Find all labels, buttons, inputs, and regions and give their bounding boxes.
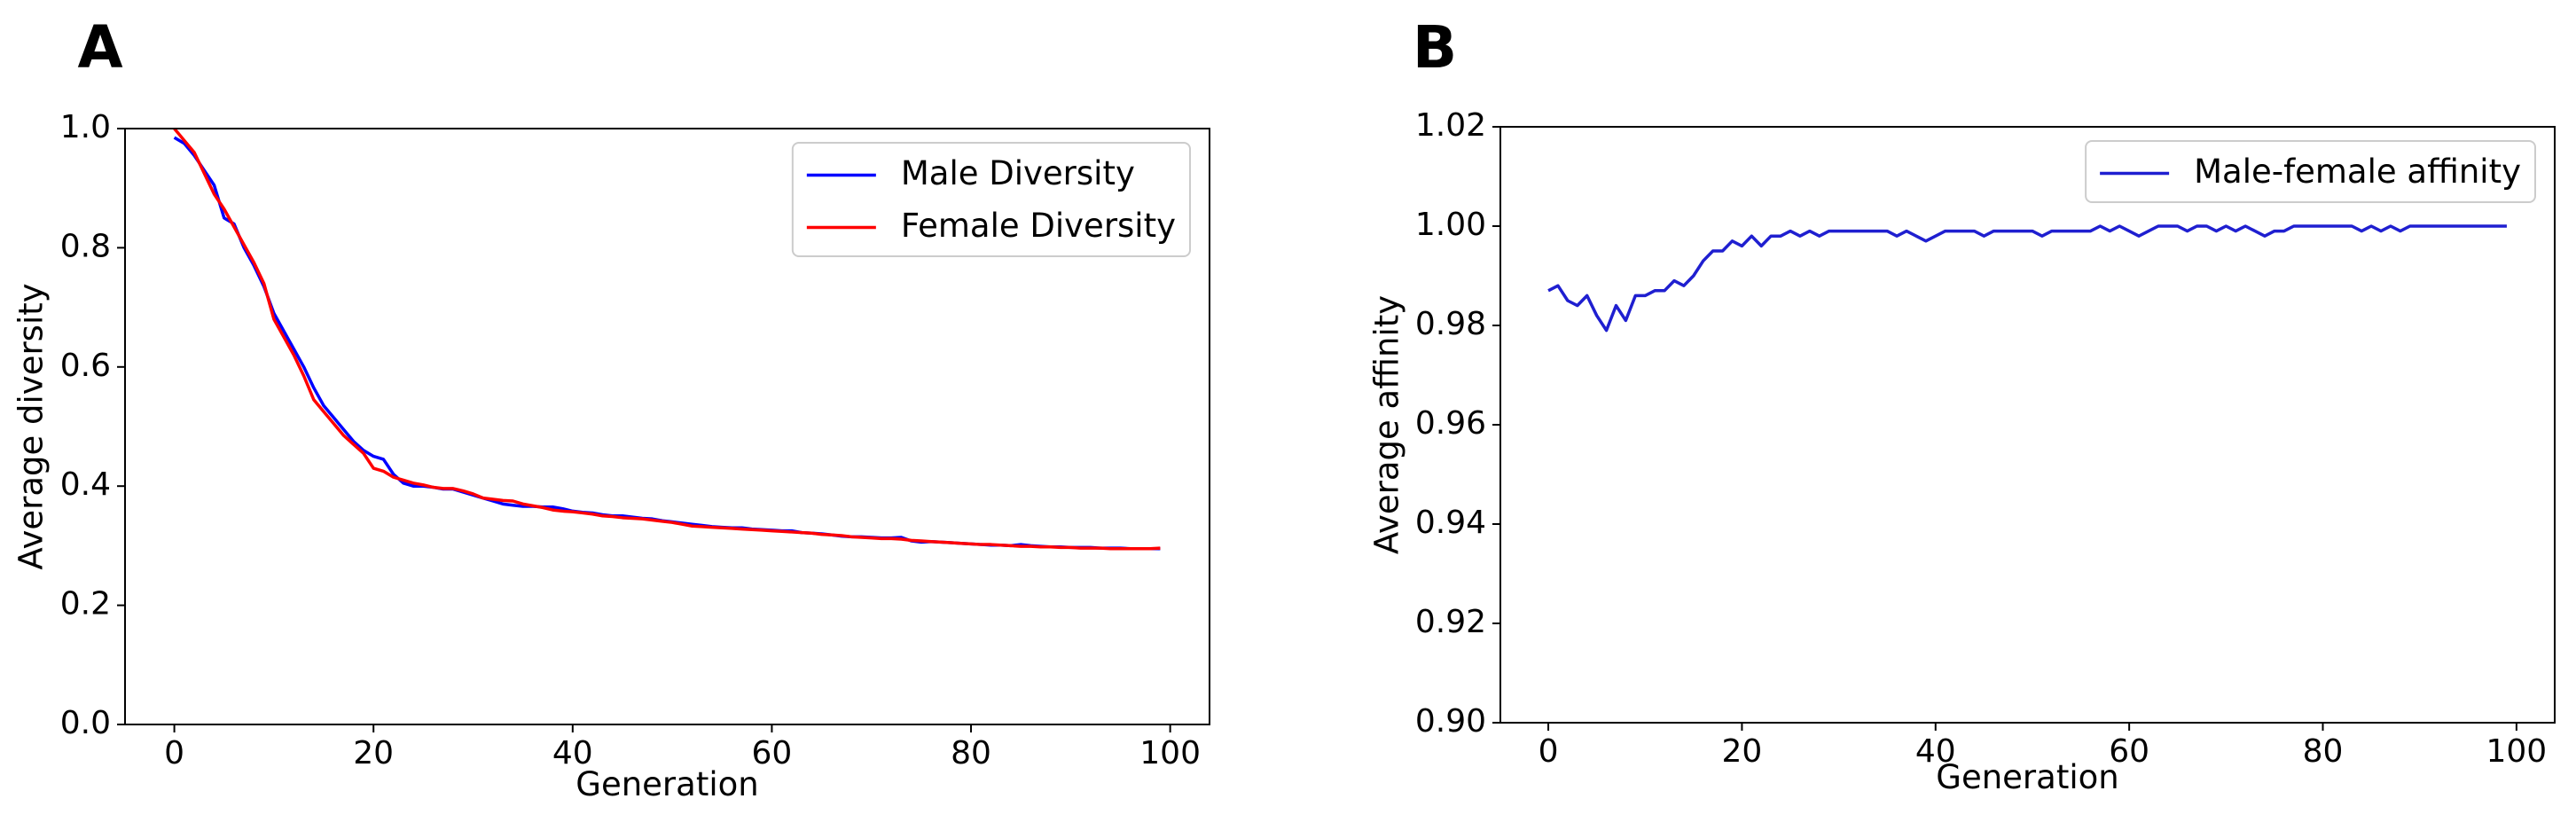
y-tick-label: 0.98: [1415, 306, 1486, 342]
y-tick-label: 0.4: [60, 466, 111, 503]
x-tick-label: 40: [1915, 733, 1956, 770]
x-axis-label: Generation: [575, 765, 758, 803]
y-tick-label: 1.02: [1415, 107, 1486, 144]
legend-label: Female Diversity: [901, 207, 1176, 245]
x-tick-label: 60: [2109, 733, 2149, 770]
axes-frame: [124, 128, 1210, 725]
y-tick-label: 0.8: [60, 228, 111, 264]
x-tick-label: 20: [1722, 733, 1763, 770]
legend: Male Diversity Female Diversity: [791, 142, 1191, 257]
data-line: [1547, 224, 2507, 333]
x-tick-label: 40: [552, 735, 593, 771]
x-tick-label: 0: [1539, 733, 1559, 770]
x-tick-label: 60: [752, 735, 793, 771]
y-tick-label: 0.96: [1415, 405, 1486, 442]
legend-frame: [791, 142, 1191, 257]
panel-label: B: [1413, 13, 1457, 82]
legend-label: Male-female affinity: [2194, 153, 2521, 191]
x-tick-label: 100: [1139, 735, 1201, 771]
y-tick-label: 0.2: [60, 586, 111, 622]
y-tick-label: 0.0: [60, 705, 111, 741]
panel-label: A: [77, 13, 122, 82]
y-axis-label: Average affinity: [1368, 295, 1406, 554]
y-tick-label: 0.6: [60, 348, 111, 384]
y-axis-label: Average diversity: [12, 283, 51, 569]
y-tick-label: 0.92: [1415, 604, 1486, 640]
y-tick-label: 1.0: [60, 109, 111, 145]
x-tick-label: 80: [951, 735, 991, 771]
x-tick-label: 20: [353, 735, 394, 771]
x-axis-label: Generation: [1936, 758, 2118, 796]
y-tick-label: 1.00: [1415, 207, 1486, 243]
x-tick-label: 100: [2486, 733, 2548, 770]
legend-frame: [2085, 140, 2536, 203]
legend: Male-female affinity: [2085, 140, 2536, 203]
legend-label: Male Diversity: [901, 154, 1135, 192]
axes-frame: [1499, 126, 2556, 724]
x-tick-label: 80: [2303, 733, 2344, 770]
data-line: [173, 127, 1161, 551]
x-tick-label: 0: [164, 735, 184, 771]
y-tick-label: 0.94: [1415, 505, 1486, 541]
y-tick-label: 0.90: [1415, 703, 1486, 740]
